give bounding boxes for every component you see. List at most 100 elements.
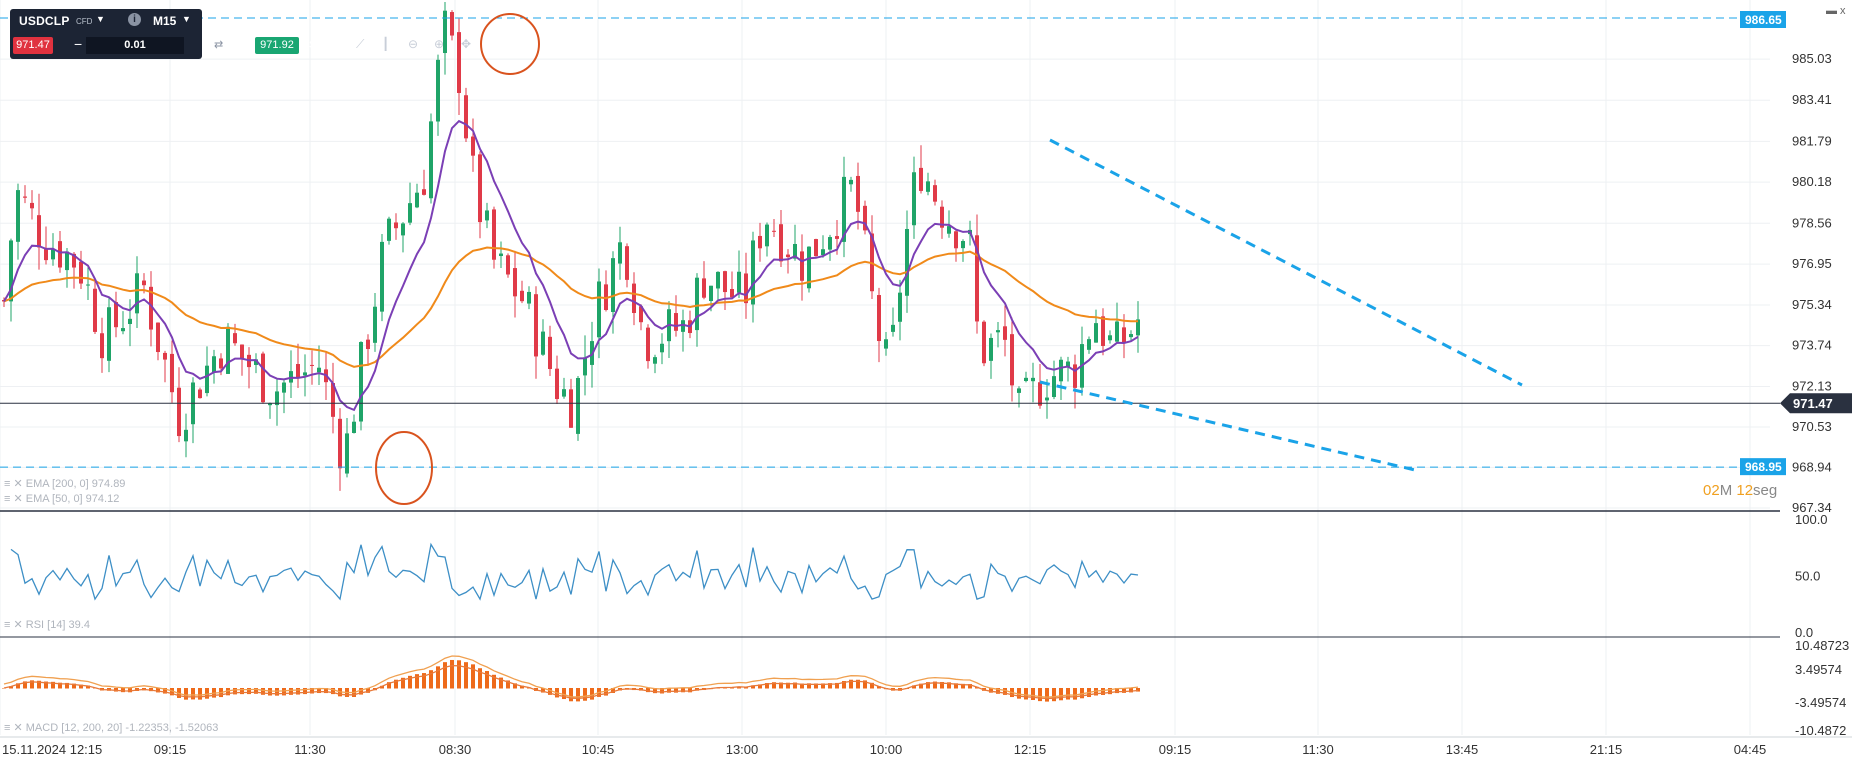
rsi-axis-label: 0.0 bbox=[1795, 625, 1813, 640]
macd-bar bbox=[604, 688, 608, 696]
macd-bar bbox=[674, 688, 678, 693]
candle-body bbox=[1024, 377, 1028, 382]
timeframe-dropdown-icon[interactable]: ▼ bbox=[182, 14, 191, 24]
info-icon[interactable]: i bbox=[128, 13, 141, 26]
sltp-button[interactable]: SL/TP bbox=[309, 39, 340, 51]
candle-body bbox=[1059, 359, 1063, 382]
candle-body bbox=[625, 246, 629, 280]
macd-bar bbox=[16, 683, 20, 689]
macd-histogram bbox=[2, 659, 1140, 702]
line-chart-icon[interactable]: ⟋ bbox=[356, 37, 365, 51]
macd-bar bbox=[429, 670, 433, 689]
macd-bar bbox=[863, 680, 867, 689]
candle-body bbox=[821, 249, 825, 256]
candle-body bbox=[702, 278, 706, 298]
macd-bar bbox=[688, 688, 692, 693]
candle-body bbox=[58, 241, 62, 268]
macd-bar bbox=[576, 688, 580, 702]
macd-bar bbox=[282, 688, 286, 696]
macd-bar bbox=[1052, 688, 1056, 702]
candle-body bbox=[961, 241, 965, 249]
candle-body bbox=[170, 353, 174, 393]
macd-bar bbox=[681, 688, 685, 693]
candle-body bbox=[296, 364, 300, 379]
rsi-axis-label: 100.0 bbox=[1795, 512, 1828, 527]
close-icon[interactable]: x bbox=[1840, 5, 1846, 17]
macd-bar bbox=[296, 688, 300, 695]
lower-trendline bbox=[1039, 380, 1416, 472]
macd-signal-line bbox=[3, 664, 1139, 700]
buy-button[interactable]: 971.92 bbox=[255, 37, 299, 54]
macd-bar bbox=[870, 682, 874, 689]
swap-icon[interactable]: ⇄ bbox=[214, 39, 224, 51]
candle-body bbox=[905, 228, 909, 296]
macd-bar bbox=[58, 682, 62, 689]
macd-bar bbox=[401, 677, 405, 689]
macd-bar bbox=[30, 680, 34, 689]
sell-button[interactable]: 971.47 bbox=[13, 37, 53, 54]
candle-body bbox=[723, 271, 727, 293]
macd-bar bbox=[457, 660, 461, 689]
time-axis-label: 09:15 bbox=[1159, 742, 1192, 757]
candle-body bbox=[100, 333, 104, 359]
candle-body bbox=[65, 251, 69, 271]
candle-body bbox=[366, 339, 370, 350]
candle-body bbox=[534, 294, 538, 357]
candle-body bbox=[849, 179, 853, 185]
candle-body bbox=[709, 285, 713, 302]
candle-body bbox=[807, 246, 811, 289]
time-axis-label: 10:45 bbox=[582, 742, 615, 757]
macd-bar bbox=[653, 688, 657, 694]
macd-bar bbox=[821, 683, 825, 689]
macd-bar bbox=[646, 688, 650, 693]
candle-body bbox=[1038, 382, 1042, 406]
minimize-icon[interactable]: ▬ bbox=[1826, 5, 1837, 17]
candle-body bbox=[37, 215, 41, 248]
candle-body bbox=[1010, 334, 1014, 386]
macd-bar bbox=[779, 682, 783, 689]
candlestick-icon[interactable]: ┃ bbox=[382, 37, 390, 51]
symbol-dropdown-icon[interactable]: ▼ bbox=[96, 14, 105, 24]
zoom-out-icon[interactable]: ⊖ bbox=[408, 37, 419, 51]
candle-body bbox=[142, 280, 146, 286]
candle-body bbox=[205, 365, 209, 394]
candle-body bbox=[786, 254, 790, 258]
ema50-line bbox=[3, 119, 1139, 412]
macd-bar bbox=[667, 688, 671, 693]
candle-body bbox=[156, 322, 160, 353]
candle-body bbox=[541, 331, 545, 355]
macd-bar bbox=[23, 681, 27, 689]
candle-body bbox=[765, 224, 769, 247]
candle-body bbox=[233, 333, 237, 344]
minus-icon[interactable]: − bbox=[74, 36, 83, 52]
top-line-badge-bg bbox=[1740, 11, 1786, 28]
candle-body bbox=[954, 231, 958, 249]
candle-body bbox=[464, 95, 468, 139]
time-axis-label: 13:45 bbox=[1446, 742, 1479, 757]
candle-body bbox=[1017, 388, 1021, 393]
candle-body bbox=[758, 235, 762, 249]
macd-bar bbox=[2, 688, 6, 689]
candle-body bbox=[548, 336, 552, 369]
candle-body bbox=[1115, 321, 1119, 342]
macd-bar bbox=[240, 688, 244, 695]
zoom-in-icon[interactable]: ⊕ bbox=[434, 37, 445, 51]
candle-body bbox=[1129, 334, 1133, 338]
rsi-axis-label: 50.0 bbox=[1795, 569, 1820, 584]
timeframe-selector[interactable]: M15 bbox=[153, 14, 177, 28]
crosshair-icon[interactable]: ✥ bbox=[461, 37, 472, 51]
candle-body bbox=[72, 253, 76, 268]
macd-bar bbox=[1031, 688, 1035, 701]
quantity-input[interactable]: 0.01 bbox=[86, 37, 184, 54]
macd-bar bbox=[254, 688, 258, 694]
time-axis-label: 13:00 bbox=[726, 742, 759, 757]
plus-icon[interactable]: + bbox=[238, 35, 247, 51]
macd-bar bbox=[1108, 688, 1112, 695]
symbol-label[interactable]: USDCLP bbox=[19, 14, 70, 28]
current-price-badge-bg bbox=[1780, 393, 1852, 414]
macd-bar bbox=[786, 682, 790, 689]
candle-body bbox=[639, 306, 643, 323]
macd-bar bbox=[765, 683, 769, 689]
time-axis-label: 10:00 bbox=[870, 742, 903, 757]
